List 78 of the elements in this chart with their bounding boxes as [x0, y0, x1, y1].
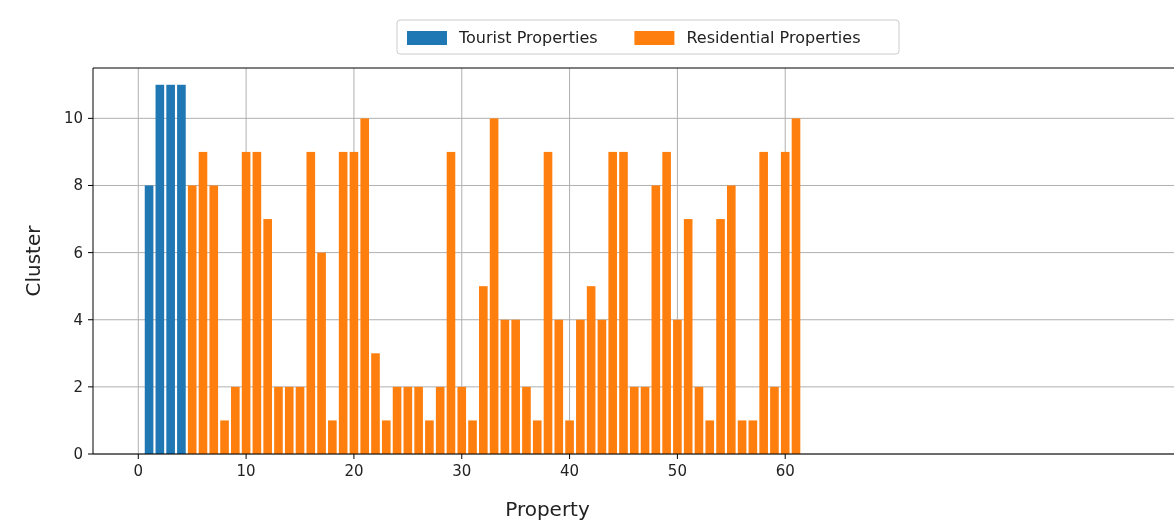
bar — [543, 151, 553, 454]
bar — [403, 386, 413, 454]
bar — [522, 386, 531, 454]
bar — [414, 386, 423, 454]
bar — [349, 151, 359, 454]
bar — [209, 185, 219, 454]
bar — [586, 286, 596, 454]
bar — [532, 420, 542, 454]
bar — [166, 84, 175, 454]
x-tick-label: 0 — [133, 462, 144, 480]
x-tick-label: 50 — [667, 462, 687, 480]
bar — [651, 185, 661, 454]
y-tick-label: 4 — [73, 310, 83, 329]
bar — [446, 151, 456, 454]
y-tick-label: 0 — [73, 445, 83, 463]
bar — [457, 386, 467, 454]
y-tick-label: 10 — [63, 109, 83, 128]
bar — [511, 319, 520, 454]
bar — [694, 386, 704, 454]
bar — [328, 420, 337, 454]
bar — [338, 151, 348, 454]
bar — [371, 353, 380, 454]
legend-label: Tourist Properties — [458, 28, 598, 47]
y-tick-label: 2 — [73, 377, 83, 396]
bar — [565, 420, 574, 454]
bar — [759, 151, 768, 454]
bar — [500, 319, 510, 454]
bar — [780, 151, 790, 454]
y-axis-title: Cluster — [21, 224, 45, 297]
bar — [683, 219, 693, 454]
x-tick-label: 40 — [560, 462, 580, 480]
bar — [554, 319, 564, 454]
y-tick-label: 6 — [73, 243, 83, 262]
bar — [274, 386, 283, 454]
y-tick-label: 8 — [73, 176, 83, 195]
bar — [629, 386, 639, 454]
bar — [608, 151, 618, 454]
bar — [198, 151, 208, 454]
bar — [468, 420, 477, 454]
bar — [673, 319, 682, 454]
x-axis-title: Property — [505, 497, 590, 520]
bar — [705, 420, 715, 454]
bar — [716, 219, 725, 454]
bar — [435, 386, 445, 454]
bar — [479, 286, 488, 454]
x-tick-label: 60 — [775, 462, 795, 480]
bar — [241, 151, 251, 454]
bar — [770, 386, 779, 454]
bar — [252, 151, 262, 454]
bar — [177, 84, 186, 454]
bar — [489, 118, 499, 454]
bar — [295, 386, 305, 454]
bar — [737, 420, 747, 454]
bar — [425, 420, 434, 454]
bar — [187, 185, 197, 454]
bar — [791, 118, 801, 454]
bar — [284, 386, 294, 454]
bar — [263, 219, 272, 454]
bar — [597, 319, 607, 454]
bar — [381, 420, 391, 454]
bar — [662, 151, 671, 454]
bar — [748, 420, 758, 454]
bar — [220, 420, 229, 454]
bar — [576, 319, 585, 454]
x-tick-label: 10 — [236, 462, 256, 480]
bar — [306, 151, 316, 454]
bar — [231, 386, 240, 454]
x-tick-label: 30 — [452, 462, 472, 480]
bar — [726, 185, 736, 454]
bar — [360, 118, 370, 454]
bar — [155, 84, 165, 454]
bar — [392, 386, 402, 454]
bar — [640, 386, 650, 454]
x-tick-label: 20 — [344, 462, 364, 480]
bar — [619, 151, 628, 454]
legend-label: Residential Properties — [686, 28, 861, 47]
bar — [317, 252, 326, 454]
bar — [144, 185, 154, 454]
